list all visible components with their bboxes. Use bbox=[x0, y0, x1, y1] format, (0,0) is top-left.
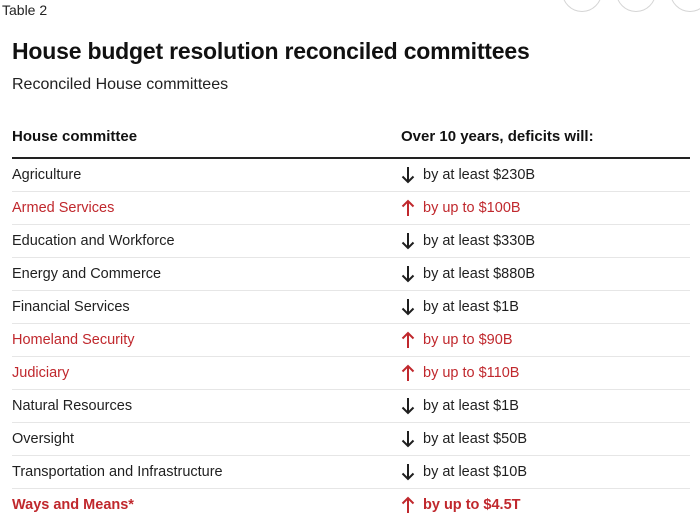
table-row: Natural Resources by at least $1B bbox=[12, 390, 690, 423]
arrow-down-icon bbox=[401, 265, 415, 283]
control-circle[interactable] bbox=[670, 0, 700, 12]
deficit-cell: by at least $1B bbox=[401, 298, 690, 316]
column-header-committee: House committee bbox=[12, 128, 138, 145]
arrow-down-icon bbox=[401, 298, 415, 316]
column-header-deficit: Over 10 years, deficits will: bbox=[401, 128, 594, 145]
deficit-cell: by at least $880B bbox=[401, 265, 690, 283]
deficit-value: by up to $100B bbox=[423, 200, 521, 216]
arrow-down-icon bbox=[401, 232, 415, 250]
committee-name: Oversight bbox=[12, 431, 75, 447]
committee-name: Energy and Commerce bbox=[12, 266, 162, 282]
arrow-up-icon bbox=[401, 364, 415, 382]
deficit-cell: by at least $230B bbox=[401, 166, 690, 184]
control-circle[interactable] bbox=[562, 0, 602, 12]
arrow-up-icon bbox=[401, 199, 415, 217]
deficit-cell: by up to $100B bbox=[401, 199, 690, 217]
deficit-cell: by up to $90B bbox=[401, 331, 690, 349]
table-row: Agriculture by at least $230B bbox=[12, 159, 690, 192]
arrow-up-icon bbox=[401, 496, 415, 514]
deficit-cell: by at least $330B bbox=[401, 232, 690, 250]
table-row: Education and Workforce by at least $330B bbox=[12, 225, 690, 258]
committees-table: House committee Over 10 years, deficits … bbox=[12, 124, 690, 521]
deficit-cell: by at least $50B bbox=[401, 430, 690, 448]
table-row: Homeland Security by up to $90B bbox=[12, 324, 690, 357]
committee-name: Transportation and Infrastructure bbox=[12, 464, 223, 480]
arrow-down-icon bbox=[401, 397, 415, 415]
deficit-value: by at least $1B bbox=[423, 299, 519, 315]
arrow-up-icon bbox=[401, 331, 415, 349]
committee-name: Natural Resources bbox=[12, 398, 133, 414]
committee-name: Education and Workforce bbox=[12, 233, 175, 249]
table-row: Financial Services by at least $1B bbox=[12, 291, 690, 324]
committee-name: Armed Services bbox=[12, 200, 115, 216]
deficit-value: by at least $50B bbox=[423, 431, 527, 447]
table-row: Ways and Means* by up to $4.5T bbox=[12, 489, 690, 521]
deficit-value: by at least $230B bbox=[423, 167, 536, 183]
arrow-down-icon bbox=[401, 430, 415, 448]
committee-name: Homeland Security bbox=[12, 332, 135, 348]
table-row: Oversight by at least $50B bbox=[12, 423, 690, 456]
table-header: House committee Over 10 years, deficits … bbox=[12, 124, 690, 159]
committee-name: Agriculture bbox=[12, 167, 82, 183]
table-row: Armed Services by up to $100B bbox=[12, 192, 690, 225]
committee-name: Ways and Means* bbox=[12, 497, 134, 513]
deficit-value: by at least $10B bbox=[423, 464, 527, 480]
deficit-value: by at least $1B bbox=[423, 398, 519, 414]
deficit-value: by at least $330B bbox=[423, 233, 536, 249]
deficit-cell: by at least $10B bbox=[401, 463, 690, 481]
table-row: Judiciary by up to $110B bbox=[12, 357, 690, 390]
table-row: Transportation and Infrastructure by at l… bbox=[12, 456, 690, 489]
control-circle[interactable] bbox=[616, 0, 656, 12]
deficit-cell: by up to $4.5T bbox=[401, 496, 690, 514]
deficit-value: by up to $110B bbox=[423, 365, 520, 381]
top-right-controls bbox=[562, 0, 700, 12]
arrow-down-icon bbox=[401, 463, 415, 481]
deficit-cell: by at least $1B bbox=[401, 397, 690, 415]
deficit-value: by up to $4.5T bbox=[423, 497, 521, 513]
page-title: House budget resolution reconciled commi… bbox=[12, 38, 530, 64]
page-subtitle: Reconciled House committees bbox=[12, 76, 229, 93]
committee-name: Judiciary bbox=[12, 365, 70, 381]
arrow-down-icon bbox=[401, 166, 415, 184]
table-caption: Table 2 bbox=[2, 2, 48, 18]
deficit-value: by up to $90B bbox=[423, 332, 513, 348]
committee-name: Financial Services bbox=[12, 299, 130, 315]
table-body: Agriculture by at least $230B Armed Servic… bbox=[12, 159, 690, 521]
table-row: Energy and Commerce by at least $880B bbox=[12, 258, 690, 291]
deficit-cell: by up to $110B bbox=[401, 364, 690, 382]
deficit-value: by at least $880B bbox=[423, 266, 536, 282]
